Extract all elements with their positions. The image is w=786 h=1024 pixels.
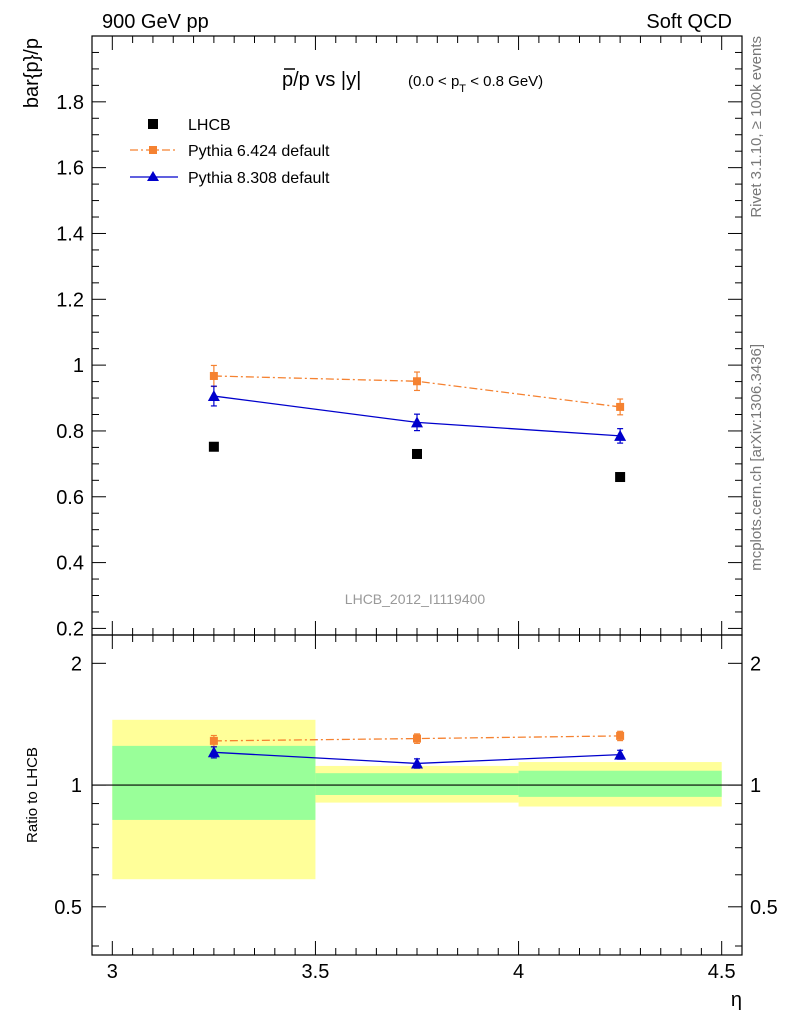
x-tick-label: 4 <box>513 961 524 983</box>
y-tick-label: 1.6 <box>56 158 84 180</box>
y-axis-label: bar{p}/p <box>21 38 43 108</box>
header-right-label: Soft QCD <box>646 11 732 33</box>
ratio-tick-label-right: 2 <box>750 653 761 675</box>
data-point <box>207 390 220 402</box>
ratio-band-green <box>315 773 519 795</box>
y-tick-label: 0.6 <box>56 487 84 509</box>
ratio-tick-label-left: 1 <box>71 775 82 797</box>
legend-label-lhcb: LHCB <box>188 117 231 134</box>
x-axis-label: η <box>731 989 742 1011</box>
ratio-data-point <box>207 746 220 758</box>
ratio-tick-label-left: 2 <box>71 653 82 675</box>
x-tick-label: 4.5 <box>708 961 736 983</box>
ratio-data-point <box>413 734 421 743</box>
chart-marks: 0.2 0.4 0.6 0.8 1 1.2 1.4 1.6 1.8 3 3.5 4 4.5 0.5 0.5 1… <box>54 35 778 983</box>
data-point <box>615 472 626 483</box>
y-tick-label: 0.4 <box>56 553 84 575</box>
data-point <box>208 441 219 452</box>
ratio-data-point <box>209 736 218 745</box>
ratio-tick-label-right: 0.5 <box>750 897 778 919</box>
legend-label-pythia8: Pythia 8.308 default <box>188 170 330 187</box>
y-tick-label: 1.8 <box>56 92 84 114</box>
ratio-data-point <box>616 731 625 740</box>
ratio-data-point <box>614 748 627 760</box>
data-point <box>412 448 422 459</box>
ratio-data-point <box>411 757 423 769</box>
y-tick-label: 1.2 <box>56 289 84 311</box>
plot-title: p/p vs |y| (0.0 < pT < 0.8 GeV) <box>282 68 543 95</box>
data-point <box>209 371 218 380</box>
legend: LHCB Pythia 6.424 default Pythia 8.308 d… <box>130 117 330 187</box>
title-range: (0.0 < pT < 0.8 GeV) <box>408 73 543 95</box>
y-tick-label: 0.8 <box>56 421 84 443</box>
legend-marker-pythia8 <box>147 171 159 181</box>
title-main: p/p vs |y| <box>282 69 361 91</box>
mcplots-label: mcplots.cern.ch [arXiv:1306.3436] <box>748 344 765 571</box>
legend-marker-pythia6 <box>149 146 157 154</box>
y-tick-label: 1.4 <box>56 223 84 245</box>
rivet-label: Rivet 3.1.10, ≥ 100k events <box>748 36 765 218</box>
analysis-watermark: LHCB_2012_I1119400 <box>345 591 486 607</box>
data-point <box>411 416 423 428</box>
x-tick-label: 3.5 <box>302 961 330 983</box>
data-point <box>413 377 421 386</box>
ratio-axis-label: Ratio to LHCB <box>24 747 41 843</box>
legend-marker-lhcb <box>148 119 158 129</box>
header-left-label: 900 GeV pp <box>102 11 209 33</box>
ratio-tick-label-left: 0.5 <box>54 897 82 919</box>
y-tick-label: 1 <box>73 355 84 377</box>
y-tick-label: 0.2 <box>56 618 84 640</box>
data-point <box>616 402 625 411</box>
ratio-band-green <box>518 770 722 797</box>
legend-label-pythia6: Pythia 6.424 default <box>188 143 330 160</box>
data-point <box>614 429 627 441</box>
ratio-tick-label-right: 1 <box>750 775 761 797</box>
x-tick-label: 3 <box>107 961 118 983</box>
